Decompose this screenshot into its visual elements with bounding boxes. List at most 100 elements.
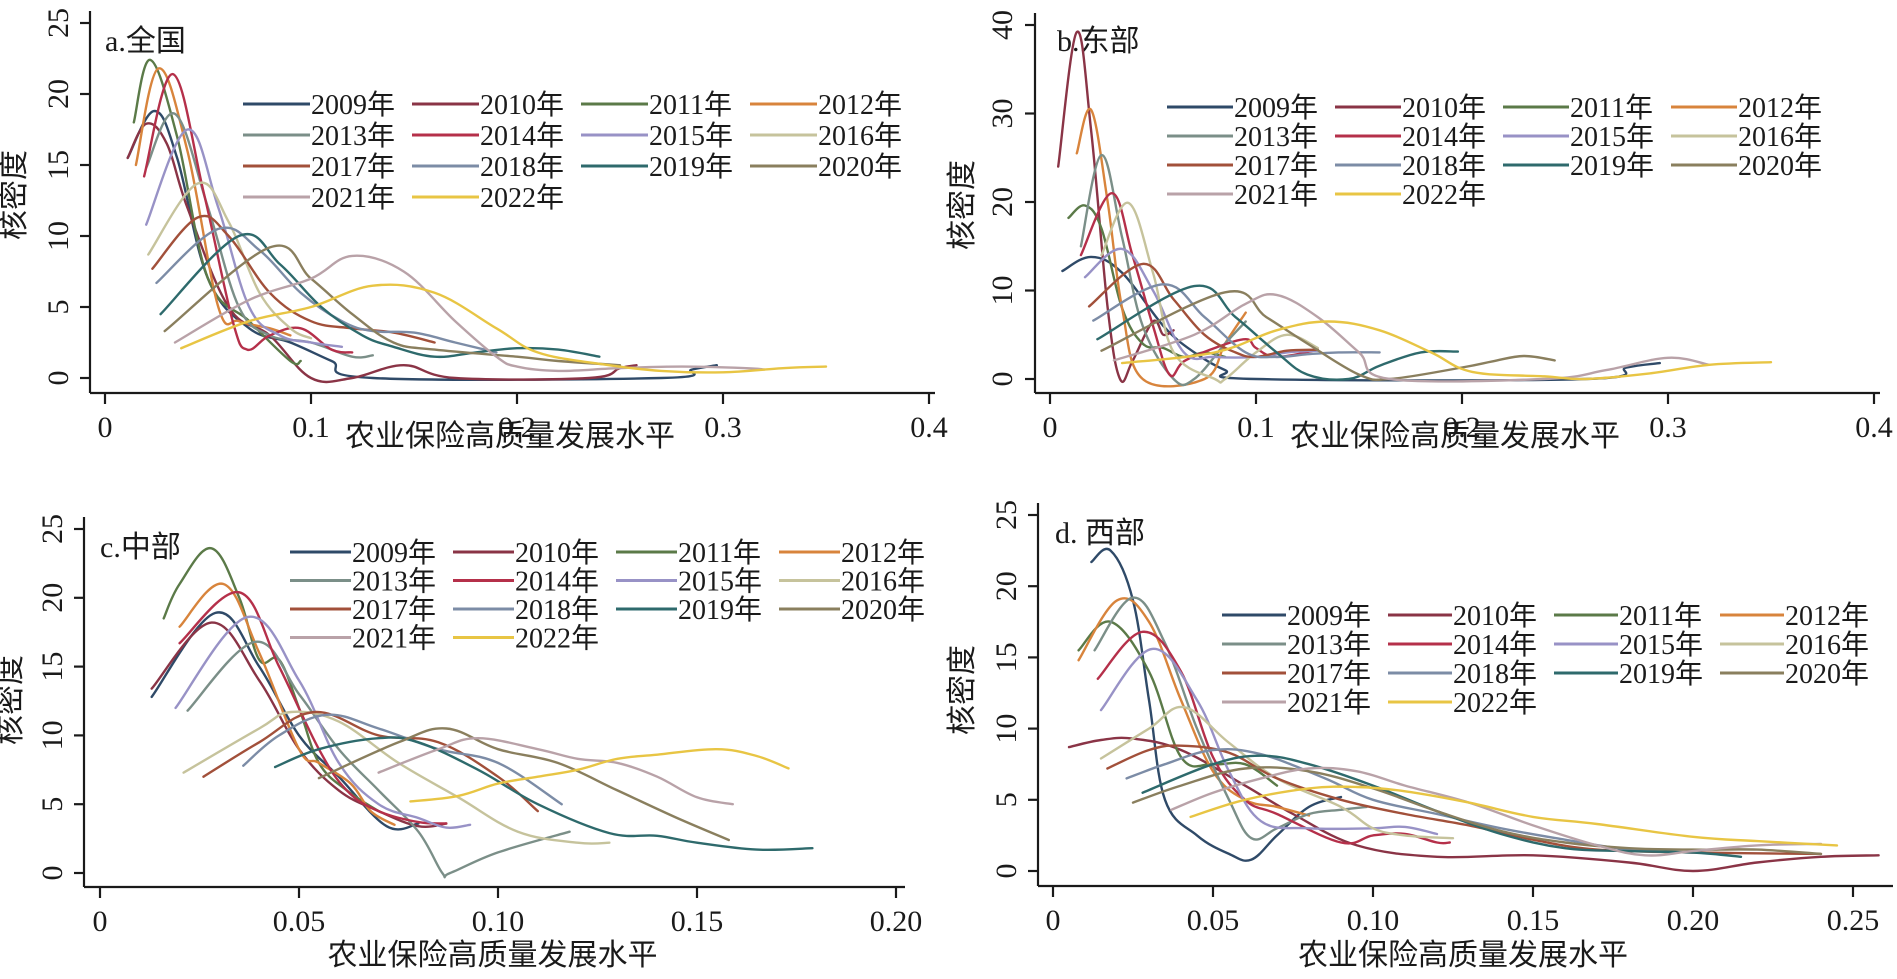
series-line-2022 — [1189, 785, 1839, 847]
x-tick-label: 0.4 — [910, 411, 948, 444]
x-axis-title: 农业保险高质量发展水平 — [345, 420, 675, 453]
legend-label: 2019年 — [1619, 658, 1703, 690]
panel-a: 0 5 10 15 20 25 0 0.1 0.2 0.3 0.4 农业保险高质量发展水平 核密度 a.全… — [0, 8, 948, 453]
panel-b: 0 10 20 30 40 0 0.1 0.2 0.3 0.4 农业保险高质量发展水平 核密度 b.东部… — [946, 10, 1893, 453]
x-tick-label: 0.05 — [1187, 904, 1240, 937]
series-line-2020 — [317, 727, 730, 842]
legend-label: 2020年 — [1785, 658, 1869, 690]
y-tick-label: 20 — [36, 583, 69, 613]
legend-label: 2019年 — [1570, 150, 1654, 182]
legend-label: 2018年 — [1402, 150, 1486, 182]
x-tick-label: 0.10 — [472, 905, 525, 938]
x-tick-label: 0 — [98, 411, 113, 444]
x-tick-label: 0.20 — [1667, 904, 1720, 937]
legend-label: 2011年 — [1619, 600, 1702, 632]
y-tick-label: 25 — [36, 514, 69, 544]
legend-label: 2022年 — [1453, 687, 1537, 719]
legend-label: 2020年 — [841, 594, 925, 626]
x-tick-label: 0.1 — [292, 411, 330, 444]
series-line-2022 — [409, 747, 790, 803]
series-line-2010 — [1067, 736, 1880, 873]
legend-label: 2009年 — [1234, 92, 1318, 124]
series-line-2013 — [1093, 596, 1368, 841]
series-line-2013 — [186, 640, 571, 879]
y-tick-label: 0 — [42, 371, 75, 386]
legend-label: 2010年 — [480, 89, 564, 121]
legend-label: 2015年 — [1570, 121, 1654, 153]
series-line-2012 — [1075, 107, 1247, 388]
legend-label: 2021年 — [1287, 687, 1371, 719]
series-line-2013 — [145, 112, 374, 359]
legend-label: 2022年 — [1402, 179, 1486, 211]
series-line-2009 — [126, 109, 718, 381]
x-tick-label: 0 — [1043, 411, 1058, 444]
x-axis-title: 农业保险高质量发展水平 — [328, 939, 658, 972]
series-line-2018 — [1092, 283, 1381, 359]
y-tick-label: 25 — [990, 500, 1023, 530]
series-line-2015 — [174, 615, 472, 830]
y-tick-label: 25 — [42, 8, 75, 38]
legend-label: 2013年 — [311, 120, 395, 152]
legend-label: 2018年 — [515, 594, 599, 626]
legend-label: 2014年 — [1453, 629, 1537, 661]
x-tick-label: 0.10 — [1347, 904, 1400, 937]
legend-label: 2021年 — [1234, 179, 1318, 211]
y-tick-label: 5 — [990, 792, 1023, 807]
series-line-2011 — [132, 58, 302, 366]
legend-label: 2013年 — [1287, 629, 1371, 661]
x-tick-label: 0.15 — [1507, 904, 1560, 937]
legend-label: 2017年 — [352, 594, 436, 626]
x-tick-label: 0.20 — [870, 905, 923, 938]
y-axis-title: 核密度 — [0, 655, 27, 745]
series-line-2020 — [1100, 290, 1556, 382]
legend-label: 2021年 — [311, 182, 395, 214]
legend-label: 2022年 — [515, 623, 599, 655]
legend-label: 2009年 — [1287, 600, 1371, 632]
x-tick-label: 0.3 — [704, 411, 742, 444]
x-tick-label: 0.15 — [671, 905, 724, 938]
series-line-2016 — [182, 710, 611, 845]
y-tick-label: 20 — [986, 187, 1019, 217]
y-axis-title: 核密度 — [946, 160, 979, 250]
series-line-2018 — [155, 226, 498, 354]
x-axis-title: 农业保险高质量发展水平 — [1290, 420, 1620, 453]
legend-label: 2020年 — [1738, 150, 1822, 182]
x-tick-label: 0.1 — [1237, 411, 1275, 444]
legend: 2009年 2010年 2011年 2012年 2013年 2014年 2015年 2016年… — [1167, 92, 1822, 211]
y-axis-title: 核密度 — [946, 645, 979, 735]
legend-label: 2012年 — [1785, 600, 1869, 632]
series-line-2021 — [173, 254, 766, 373]
y-tick-label: 10 — [42, 221, 75, 251]
x-tick-label: 0.05 — [273, 905, 326, 938]
series-line-2018 — [242, 713, 563, 806]
y-tick-label: 20 — [990, 571, 1023, 601]
panel-c: 0 5 10 15 20 25 0 0.05 0.10 0.15 0.20 农业保险高质量发展水平 核密… — [0, 514, 925, 972]
y-tick-label: 15 — [990, 642, 1023, 672]
series-line-2009 — [1090, 547, 1343, 862]
legend: 2009年 2010年 2011年 2012年 2013年 2014年 2015年 2016年… — [290, 537, 925, 655]
legend: 2009年 2010年 2011年 2012年 2013年 2014年 2015年 2016年… — [243, 89, 902, 214]
series-line-2015 — [1099, 647, 1439, 836]
y-tick-label: 10 — [986, 276, 1019, 306]
legend-label: 2017年 — [311, 151, 395, 183]
legend-label: 2009年 — [352, 537, 436, 569]
y-tick-label: 15 — [42, 150, 75, 180]
series-line-2010 — [126, 122, 638, 384]
legend-label: 2010年 — [515, 537, 599, 569]
y-tick-label: 10 — [990, 714, 1023, 744]
series-line-2011 — [162, 547, 380, 813]
y-tick-label: 30 — [986, 99, 1019, 129]
series-line-2017 — [1087, 262, 1319, 359]
legend-label: 2017年 — [1287, 658, 1371, 690]
series-line-2012 — [1077, 597, 1311, 817]
legend-label: 2010年 — [1453, 600, 1537, 632]
legend-label: 2015年 — [678, 566, 762, 598]
legend-label: 2015年 — [649, 120, 733, 152]
series-line-2019 — [1096, 284, 1460, 381]
legend-label: 2013年 — [352, 566, 436, 598]
x-tick-label: 0 — [1046, 904, 1061, 937]
legend-label: 2018年 — [1453, 658, 1537, 690]
legend-label: 2014年 — [480, 120, 564, 152]
x-tick-label: 0 — [93, 905, 108, 938]
